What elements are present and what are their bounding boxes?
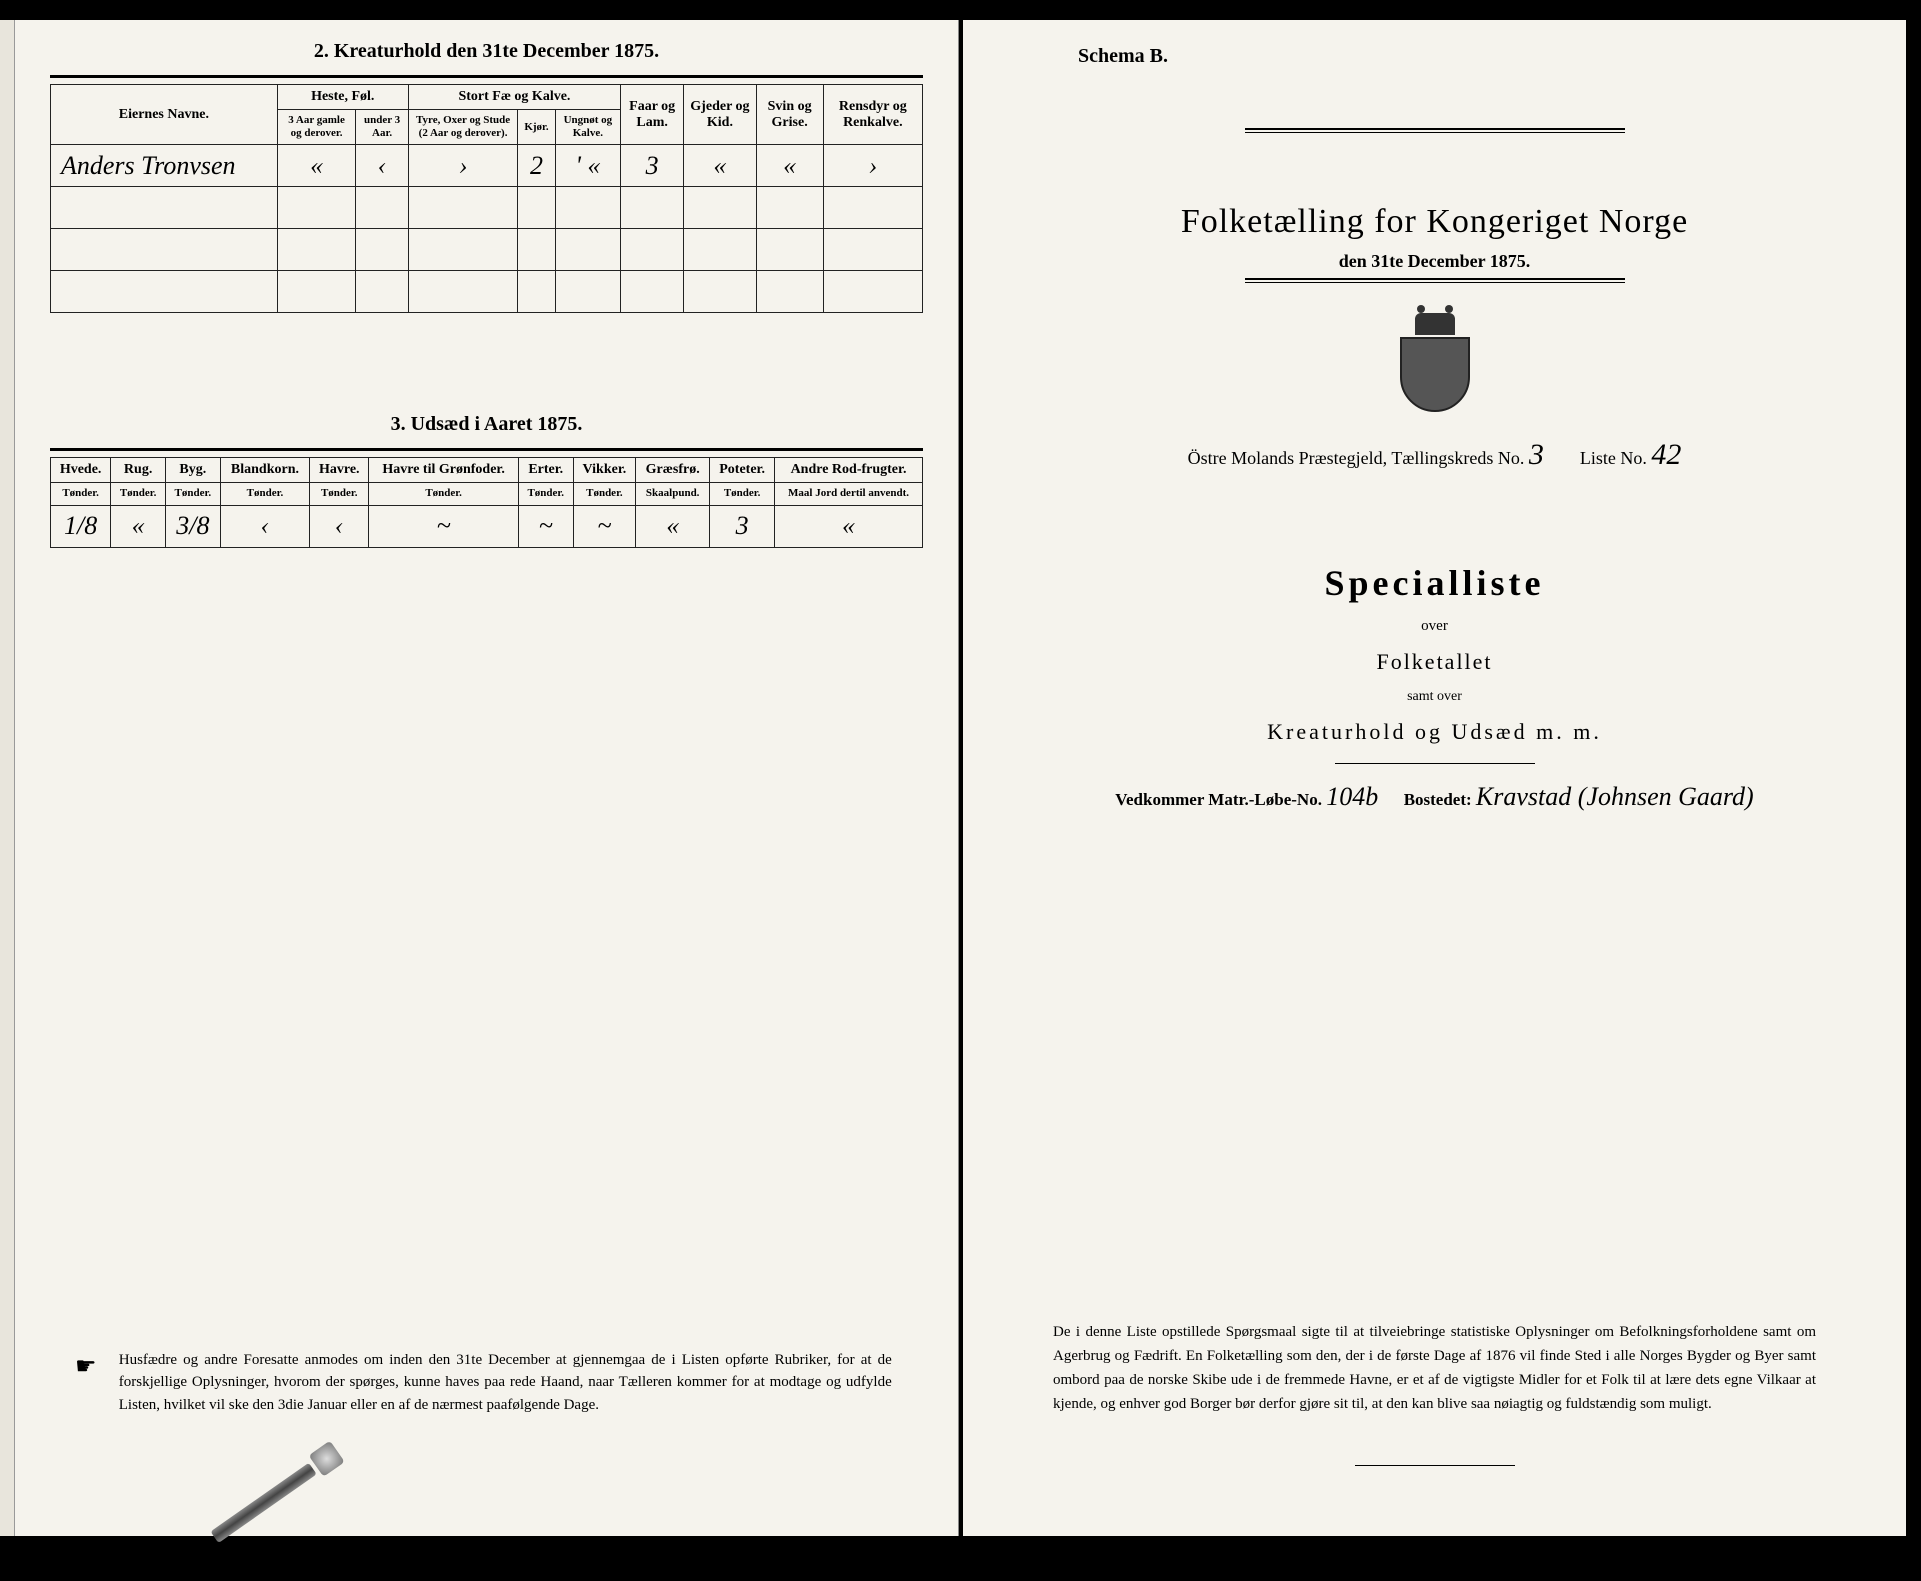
right-page: Schema B. Folketælling for Kongeriget No… bbox=[963, 20, 1906, 1536]
rule bbox=[50, 448, 923, 451]
col-erter: Erter. bbox=[518, 458, 573, 483]
schema-label: Schema B. bbox=[1078, 45, 1871, 68]
rule bbox=[1355, 1465, 1515, 1466]
col-bland: Blandkorn. bbox=[220, 458, 310, 483]
kreatur-table: Eiernes Navne. Heste, Føl. Stort Fæ og K… bbox=[50, 84, 923, 313]
cell: › bbox=[823, 145, 922, 187]
liste-no: 42 bbox=[1651, 438, 1681, 471]
col-havregr: Havre til Grønfoder. bbox=[369, 458, 519, 483]
cell: ‹ bbox=[220, 505, 310, 547]
col-andre: Andre Rod-frugter. bbox=[775, 458, 923, 483]
vedk-no: 104b bbox=[1326, 782, 1378, 811]
cell: ‹ bbox=[310, 505, 369, 547]
col-group-heste: Heste, Føl. bbox=[277, 85, 408, 110]
empty-cell bbox=[51, 187, 278, 229]
cell: « bbox=[756, 145, 823, 187]
kreds-prefix: Östre Molands Præstegjeld, Tællingskreds… bbox=[1188, 448, 1525, 468]
cell: ~ bbox=[573, 505, 636, 547]
col-s1: Tyre, Oxer og Stude (2 Aar og derover). bbox=[408, 110, 518, 145]
col-poteter: Poteter. bbox=[710, 458, 775, 483]
cell: « bbox=[636, 505, 710, 547]
rule bbox=[50, 75, 923, 78]
unit: Tønder. bbox=[220, 483, 310, 505]
pointing-hand-icon: ☛ bbox=[75, 1349, 115, 1385]
vedk-label1: Vedkommer Matr.-Løbe-No. bbox=[1115, 790, 1322, 809]
samt-label: samt over bbox=[998, 689, 1871, 705]
vedkommer-line: Vedkommer Matr.-Løbe-No. 104b Bostedet: … bbox=[998, 782, 1871, 812]
cell: « bbox=[111, 505, 166, 547]
col-rug: Rug. bbox=[111, 458, 166, 483]
rule bbox=[1245, 128, 1625, 133]
vedk-label2: Bostedet: bbox=[1404, 790, 1472, 809]
kreatur-line: Kreaturhold og Udsæd m. m. bbox=[998, 719, 1871, 745]
cell: ‹ bbox=[356, 145, 408, 187]
unit: Tønder. bbox=[710, 483, 775, 505]
col-ren: Rensdyr og Renkalve. bbox=[823, 85, 922, 145]
cell: « bbox=[277, 145, 356, 187]
rule bbox=[1335, 763, 1535, 764]
left-footnote-block: ☛ Husfædre og andre Foresatte anmodes om… bbox=[75, 1349, 898, 1417]
folketallet: Folketallet bbox=[998, 649, 1871, 675]
sub-date: den 31te December 1875. bbox=[998, 251, 1871, 272]
col-eier: Eiernes Navne. bbox=[51, 85, 278, 145]
cell: 3 bbox=[710, 505, 775, 547]
udsaed-table: Hvede. Rug. Byg. Blandkorn. Havre. Havre… bbox=[50, 457, 923, 547]
col-hvede: Hvede. bbox=[51, 458, 111, 483]
empty-cell bbox=[51, 271, 278, 313]
cell: 2 bbox=[518, 145, 555, 187]
unit: Tønder. bbox=[51, 483, 111, 505]
col-graes: Græsfrø. bbox=[636, 458, 710, 483]
col-vikker: Vikker. bbox=[573, 458, 636, 483]
col-s3: Ungnøt og Kalve. bbox=[555, 110, 620, 145]
unit: Tønder. bbox=[518, 483, 573, 505]
rule bbox=[1245, 278, 1625, 283]
unit: Tønder. bbox=[111, 483, 166, 505]
cell: 3 bbox=[621, 145, 684, 187]
empty-cell bbox=[51, 229, 278, 271]
unit: Tønder. bbox=[369, 483, 519, 505]
col-gjed: Gjeder og Kid. bbox=[684, 85, 756, 145]
binder-clasp bbox=[210, 1451, 359, 1580]
unit: Tønder. bbox=[573, 483, 636, 505]
col-svin: Svin og Grise. bbox=[756, 85, 823, 145]
cell: ~ bbox=[369, 505, 519, 547]
kreds-no: 3 bbox=[1529, 438, 1544, 471]
liste-label: Liste No. bbox=[1580, 448, 1647, 468]
col-group-stort: Stort Fæ og Kalve. bbox=[408, 85, 620, 110]
section2-title: 2. Kreaturhold den 31te December 1875. bbox=[50, 40, 923, 63]
cell: 3/8 bbox=[165, 505, 220, 547]
col-byg: Byg. bbox=[165, 458, 220, 483]
unit: Tønder. bbox=[310, 483, 369, 505]
right-footnote: De i denne Liste opstillede Spørgsmaal s… bbox=[1053, 1320, 1816, 1416]
cell: 1/8 bbox=[51, 505, 111, 547]
cell: ~ bbox=[518, 505, 573, 547]
left-footnote: Husfædre og andre Foresatte anmodes om i… bbox=[119, 1349, 892, 1417]
cell-name: Anders Tronvsen bbox=[51, 145, 278, 187]
page-edge bbox=[0, 20, 15, 1536]
section3-title: 3. Udsæd i Aaret 1875. bbox=[50, 413, 923, 436]
over-label: over bbox=[998, 618, 1871, 635]
col-h1: 3 Aar gamle og derover. bbox=[277, 110, 356, 145]
cell: « bbox=[775, 505, 923, 547]
col-h2: under 3 Aar. bbox=[356, 110, 408, 145]
coat-of-arms-icon bbox=[1395, 313, 1475, 413]
col-s2: Kjør. bbox=[518, 110, 555, 145]
unit: Tønder. bbox=[165, 483, 220, 505]
kreds-line: Östre Molands Præstegjeld, Tællingskreds… bbox=[998, 438, 1871, 472]
special-title: Specialliste bbox=[998, 562, 1871, 604]
vedk-bosted: Kravstad (Johnsen Gaard) bbox=[1476, 782, 1754, 811]
unit: Maal Jord dertil anvendt. bbox=[775, 483, 923, 505]
unit: Skaalpund. bbox=[636, 483, 710, 505]
col-faar: Faar og Lam. bbox=[621, 85, 684, 145]
cell: « bbox=[684, 145, 756, 187]
cell: ' « bbox=[555, 145, 620, 187]
col-havre: Havre. bbox=[310, 458, 369, 483]
cell: › bbox=[408, 145, 518, 187]
main-title: Folketælling for Kongeriget Norge bbox=[998, 203, 1871, 241]
left-page: 2. Kreaturhold den 31te December 1875. E… bbox=[15, 20, 959, 1536]
